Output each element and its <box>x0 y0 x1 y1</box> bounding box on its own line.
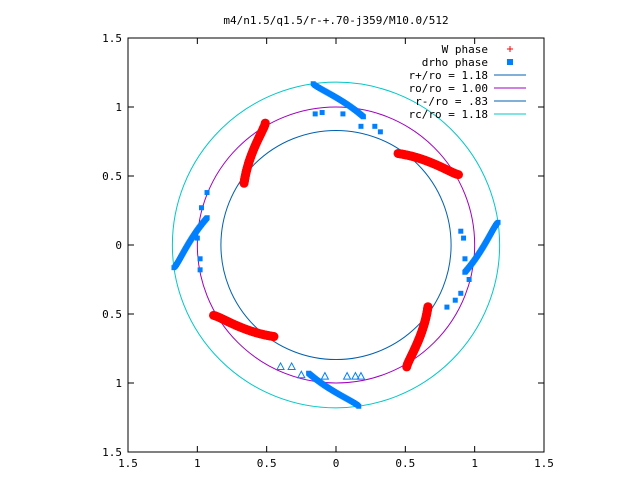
legend-label: W phase <box>442 43 488 56</box>
x-tick-label: 1 <box>471 457 478 470</box>
circle-line <box>171 81 501 409</box>
drho-phase-point <box>319 110 325 116</box>
open-marker-point <box>356 371 366 380</box>
drho-phase-point <box>306 370 312 376</box>
x-tick-label: 0 <box>333 457 340 470</box>
circle-line <box>220 129 452 361</box>
drho-phase-point <box>194 235 200 241</box>
legend-label: drho phase <box>422 56 488 69</box>
drho-phase-point <box>452 297 458 303</box>
drho-phase-point <box>340 111 346 117</box>
legend-marker <box>507 59 513 65</box>
open-marker-point <box>287 361 296 370</box>
x-tick-label: 1.5 <box>118 457 138 470</box>
drho-phase-point <box>462 256 468 262</box>
x-tick-label: 1 <box>194 457 201 470</box>
drho-phase-point <box>358 123 364 129</box>
w-phase-point <box>393 148 403 158</box>
open-marker-point <box>351 371 360 380</box>
drho-phase-point <box>204 215 210 221</box>
open-marker-point <box>296 370 306 379</box>
circle-line <box>196 106 476 384</box>
open-marker-point <box>342 371 352 380</box>
y-tick-label: 1 <box>115 101 122 114</box>
y-tick-label: 1.5 <box>102 446 122 459</box>
legend-marker <box>507 46 513 52</box>
drho-phase-point <box>461 235 467 241</box>
drho-phase-point <box>444 304 450 310</box>
y-tick-label: 1 <box>115 377 122 390</box>
drho-phase-point <box>462 269 468 275</box>
drho-phase-point <box>458 290 464 296</box>
w-phase-point <box>423 302 433 312</box>
drho-phase-point <box>458 228 464 234</box>
legend-label: r-/ro = .83 <box>415 95 488 108</box>
y-tick-label: 1.5 <box>102 32 122 45</box>
drho-phase-point <box>198 205 204 211</box>
legend-label: ro/ro = 1.00 <box>409 82 488 95</box>
legend-label: r+/ro = 1.18 <box>409 69 488 82</box>
drho-phase-point <box>204 190 210 196</box>
open-marker-point <box>276 361 285 370</box>
x-tick-label: 0.5 <box>257 457 277 470</box>
chart-title: m4/n1.5/q1.5/r-+.70-j359/M10.0/512 <box>223 14 448 27</box>
w-phase-point <box>239 178 249 188</box>
y-tick-label: 0.5 <box>102 308 122 321</box>
open-marker-point <box>320 371 330 380</box>
x-tick-label: 1.5 <box>534 457 554 470</box>
drho-phase-point <box>466 277 472 282</box>
w-phase-point <box>269 332 279 342</box>
y-tick-label: 0.5 <box>102 170 122 183</box>
y-tick-label: 0 <box>115 239 122 252</box>
drho-phase-point <box>197 256 203 262</box>
drho-phase-point <box>372 123 378 129</box>
legend-label: rc/ro = 1.18 <box>409 108 488 121</box>
drho-phase-point <box>197 267 203 273</box>
x-tick-label: 0.5 <box>395 457 415 470</box>
drho-phase-point <box>360 114 366 120</box>
drho-phase-point <box>377 129 383 135</box>
drho-phase-point <box>312 111 318 117</box>
